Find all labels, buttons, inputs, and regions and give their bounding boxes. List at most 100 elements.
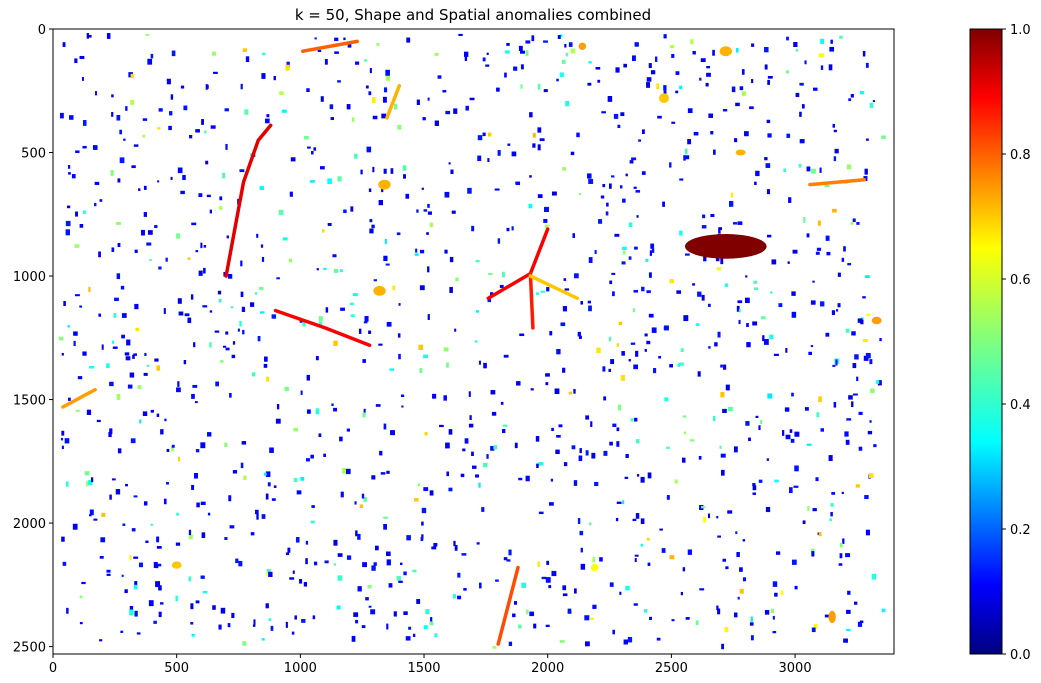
scatter-point [386,470,390,474]
scatter-point [716,605,719,611]
scatter-point [334,37,339,41]
scatter-point [762,335,765,342]
scatter-point [207,512,211,516]
scatter-point [633,603,638,606]
scatter-point [371,224,375,229]
scatter-point [848,98,852,102]
scatter-point [717,535,721,538]
scatter-point [108,431,112,438]
scatter-point [116,393,121,400]
scatter-point [143,501,148,506]
scatter-point [120,630,124,633]
scatter-point [415,248,418,253]
scatter-point [540,290,546,293]
scatter-point [795,92,800,98]
scatter-point [733,612,738,618]
scatter-point [531,35,535,42]
scatter-point [169,111,173,116]
scatter-point [573,480,578,486]
scatter-point [650,70,656,75]
scatter-point [333,563,337,566]
scatter-point [123,138,126,141]
scatter-point [369,68,372,74]
scatter-point [609,582,614,587]
scatter-point [331,403,334,407]
scatter-point [503,557,508,561]
scatter-point [749,622,754,626]
scatter-point [619,185,623,189]
scatter-point [520,64,524,70]
scatter-point [741,69,745,75]
scatter-point [129,605,134,612]
scatter-point [157,127,161,130]
scatter-point [856,222,860,225]
scatter-point [623,639,628,645]
scatter-point [393,611,397,617]
scatter-point [408,626,412,630]
scatter-point [801,104,805,109]
scatter-point [370,609,376,615]
scatter-point [837,303,841,308]
scatter-point [706,65,711,69]
scatter-point [525,50,529,56]
scatter-point [505,50,510,54]
scatter-point [88,286,91,293]
scatter-point [649,250,652,256]
scatter-point [420,249,425,254]
scatter-point [239,169,245,173]
scatter-point [157,180,160,183]
scatter-point [633,186,637,189]
scatter-point [786,70,789,74]
scatter-point [111,340,115,344]
scatter-point [416,209,419,213]
scatter-point [835,359,838,366]
scatter-point [449,286,453,293]
scatter-point [198,270,203,276]
scatter-point [417,483,420,487]
scatter-point [383,255,388,262]
scatter-point [532,132,536,138]
scatter-point [281,109,287,113]
scatter-point [136,632,141,635]
scatter-point [483,462,488,468]
scatter-point [339,436,343,442]
scatter-point [847,590,851,595]
scatter-point [278,209,284,216]
scatter-point [101,512,106,517]
scatter-point [109,428,113,435]
scatter-point [506,227,510,232]
scatter-point [692,283,696,286]
scatter-point [570,151,575,156]
scatter-point [209,310,213,313]
scatter-point [717,331,721,338]
scatter-point [669,162,672,168]
scatter-point [767,79,771,85]
scatter-point [817,220,821,226]
scatter-point [751,79,754,84]
scatter-point [448,162,451,165]
scatter-point [548,585,552,589]
scatter-point [528,203,533,209]
scatter-point [125,106,128,111]
scatter-point [323,267,327,270]
scatter-point [588,61,592,64]
scatter-point [564,43,567,48]
scatter-point [340,491,344,498]
scatter-point [385,69,390,76]
scatter-point [79,622,83,625]
scatter-point [657,115,662,119]
scatter-point [454,544,458,551]
scatter-point [852,363,857,369]
scatter-point [86,409,92,415]
scatter-point [656,83,660,90]
scatter-point [461,553,467,556]
scatter-point [304,135,309,140]
scatter-point [550,478,554,482]
scatter-point [683,315,689,322]
scatter-point [226,235,230,239]
scatter-point [545,577,551,583]
scatter-point [703,256,707,262]
scatter-point [666,446,670,450]
scatter-point [789,487,793,494]
scatter-point [750,635,754,641]
